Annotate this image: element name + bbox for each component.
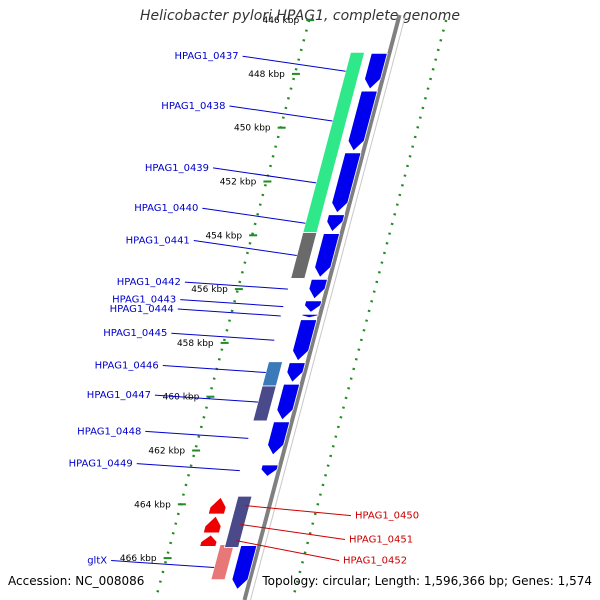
forward-gene-arrow-2 [331, 152, 362, 214]
scale-label-0: 446 kbp [262, 16, 299, 26]
reverse-gene-leader-2 [236, 540, 340, 562]
forward-gene-arrow-5 [308, 278, 328, 300]
forward-gene-leader-11 [145, 430, 249, 439]
forward-gene-arrow-12 [260, 464, 279, 477]
forward-gene-label-1: HPAG1_0438 [161, 101, 225, 112]
genome-backbone-edge [250, 14, 407, 600]
reverse-gene-arrow-0 [207, 496, 227, 515]
forward-gene-arrow-3 [326, 214, 346, 233]
forward-gene-arrow-8 [292, 319, 318, 362]
scale-label-4: 454 kbp [205, 231, 242, 241]
forward-gene-label-4: HPAG1_0441 [126, 235, 190, 246]
forward-gene-arrow-1 [347, 90, 378, 152]
scale-label-8: 462 kbp [148, 447, 185, 457]
forward-gene-leader-4 [193, 239, 297, 256]
forward-gene-label-5: HPAG1_0442 [117, 277, 181, 288]
forward-gene-label-12: HPAG1_0449 [69, 459, 133, 470]
forward-gene-leader-13 [111, 560, 215, 569]
cds-block-3 [252, 385, 277, 422]
forward-gene-label-11: HPAG1_0448 [77, 426, 141, 437]
forward-gene-arrow-11 [267, 421, 291, 456]
cds-block-2 [261, 361, 284, 387]
forward-gene-leader-0 [242, 55, 346, 72]
forward-gene-arrow-0 [364, 52, 388, 90]
topology-label: Topology: circular; Length: 1,596,366 bp… [262, 574, 592, 588]
reverse-gene-leader-1 [240, 523, 346, 540]
forward-gene-arrow-9 [286, 362, 306, 383]
reverse-gene-label-1: HPAG1_0451 [349, 534, 413, 545]
forward-gene-arrow-4 [314, 233, 341, 278]
accession-label: Accession: NC_008086 [8, 574, 145, 588]
genome-backbone [242, 14, 402, 600]
forward-gene-leader-10 [154, 394, 258, 403]
reverse-gene-leader-0 [245, 505, 352, 517]
forward-gene-label-9: HPAG1_0446 [95, 360, 159, 371]
scale-label-5: 456 kbp [191, 285, 228, 295]
forward-gene-label-10: HPAG1_0447 [87, 390, 151, 401]
cds-block-4 [210, 544, 235, 581]
forward-gene-label-8: HPAG1_0445 [103, 328, 167, 339]
reverse-gene-label-2: HPAG1_0452 [343, 556, 407, 567]
scale-label-7: 460 kbp [163, 393, 200, 403]
gc-skew-track-right [291, 19, 448, 600]
forward-gene-leader-3 [202, 207, 306, 224]
forward-gene-leader-12 [136, 463, 240, 472]
scale-label-1: 448 kbp [248, 70, 285, 80]
scale-label-9: 464 kbp [134, 500, 171, 510]
reverse-gene-label-0: HPAG1_0450 [355, 511, 419, 522]
forward-gene-leader-9 [162, 364, 266, 373]
forward-gene-arrow-6 [304, 300, 323, 313]
forward-gene-arrow-13 [231, 545, 258, 591]
forward-gene-label-3: HPAG1_0440 [134, 203, 198, 214]
reverse-gene-arrow-1 [202, 515, 222, 534]
scale-label-6: 458 kbp [177, 339, 214, 349]
scale-label-3: 452 kbp [220, 178, 257, 188]
cds-block-1 [290, 232, 318, 279]
forward-gene-label-2: HPAG1_0439 [145, 163, 209, 174]
forward-gene-arrow-7 [301, 313, 319, 319]
forward-gene-leader-1 [229, 105, 333, 122]
forward-gene-leader-2 [212, 167, 317, 184]
forward-gene-leader-6 [180, 299, 284, 308]
scale-label-2: 450 kbp [234, 124, 271, 134]
forward-gene-leader-7 [177, 308, 281, 317]
reverse-gene-arrow-2 [199, 534, 218, 547]
forward-gene-label-7: HPAG1_0444 [110, 304, 174, 315]
page-title: Helicobacter pylori HPAG1, complete geno… [140, 8, 460, 24]
forward-gene-label-6: HPAG1_0443 [112, 295, 176, 306]
forward-gene-leader-5 [184, 281, 288, 290]
forward-gene-leader-8 [171, 332, 275, 341]
scale-label-10: 466 kbp [120, 554, 157, 564]
forward-gene-label-0: HPAG1_0437 [174, 51, 238, 62]
forward-gene-arrow-10 [276, 383, 301, 421]
cds-block-5 [223, 495, 253, 548]
forward-gene-label-13: gltX [87, 556, 107, 567]
